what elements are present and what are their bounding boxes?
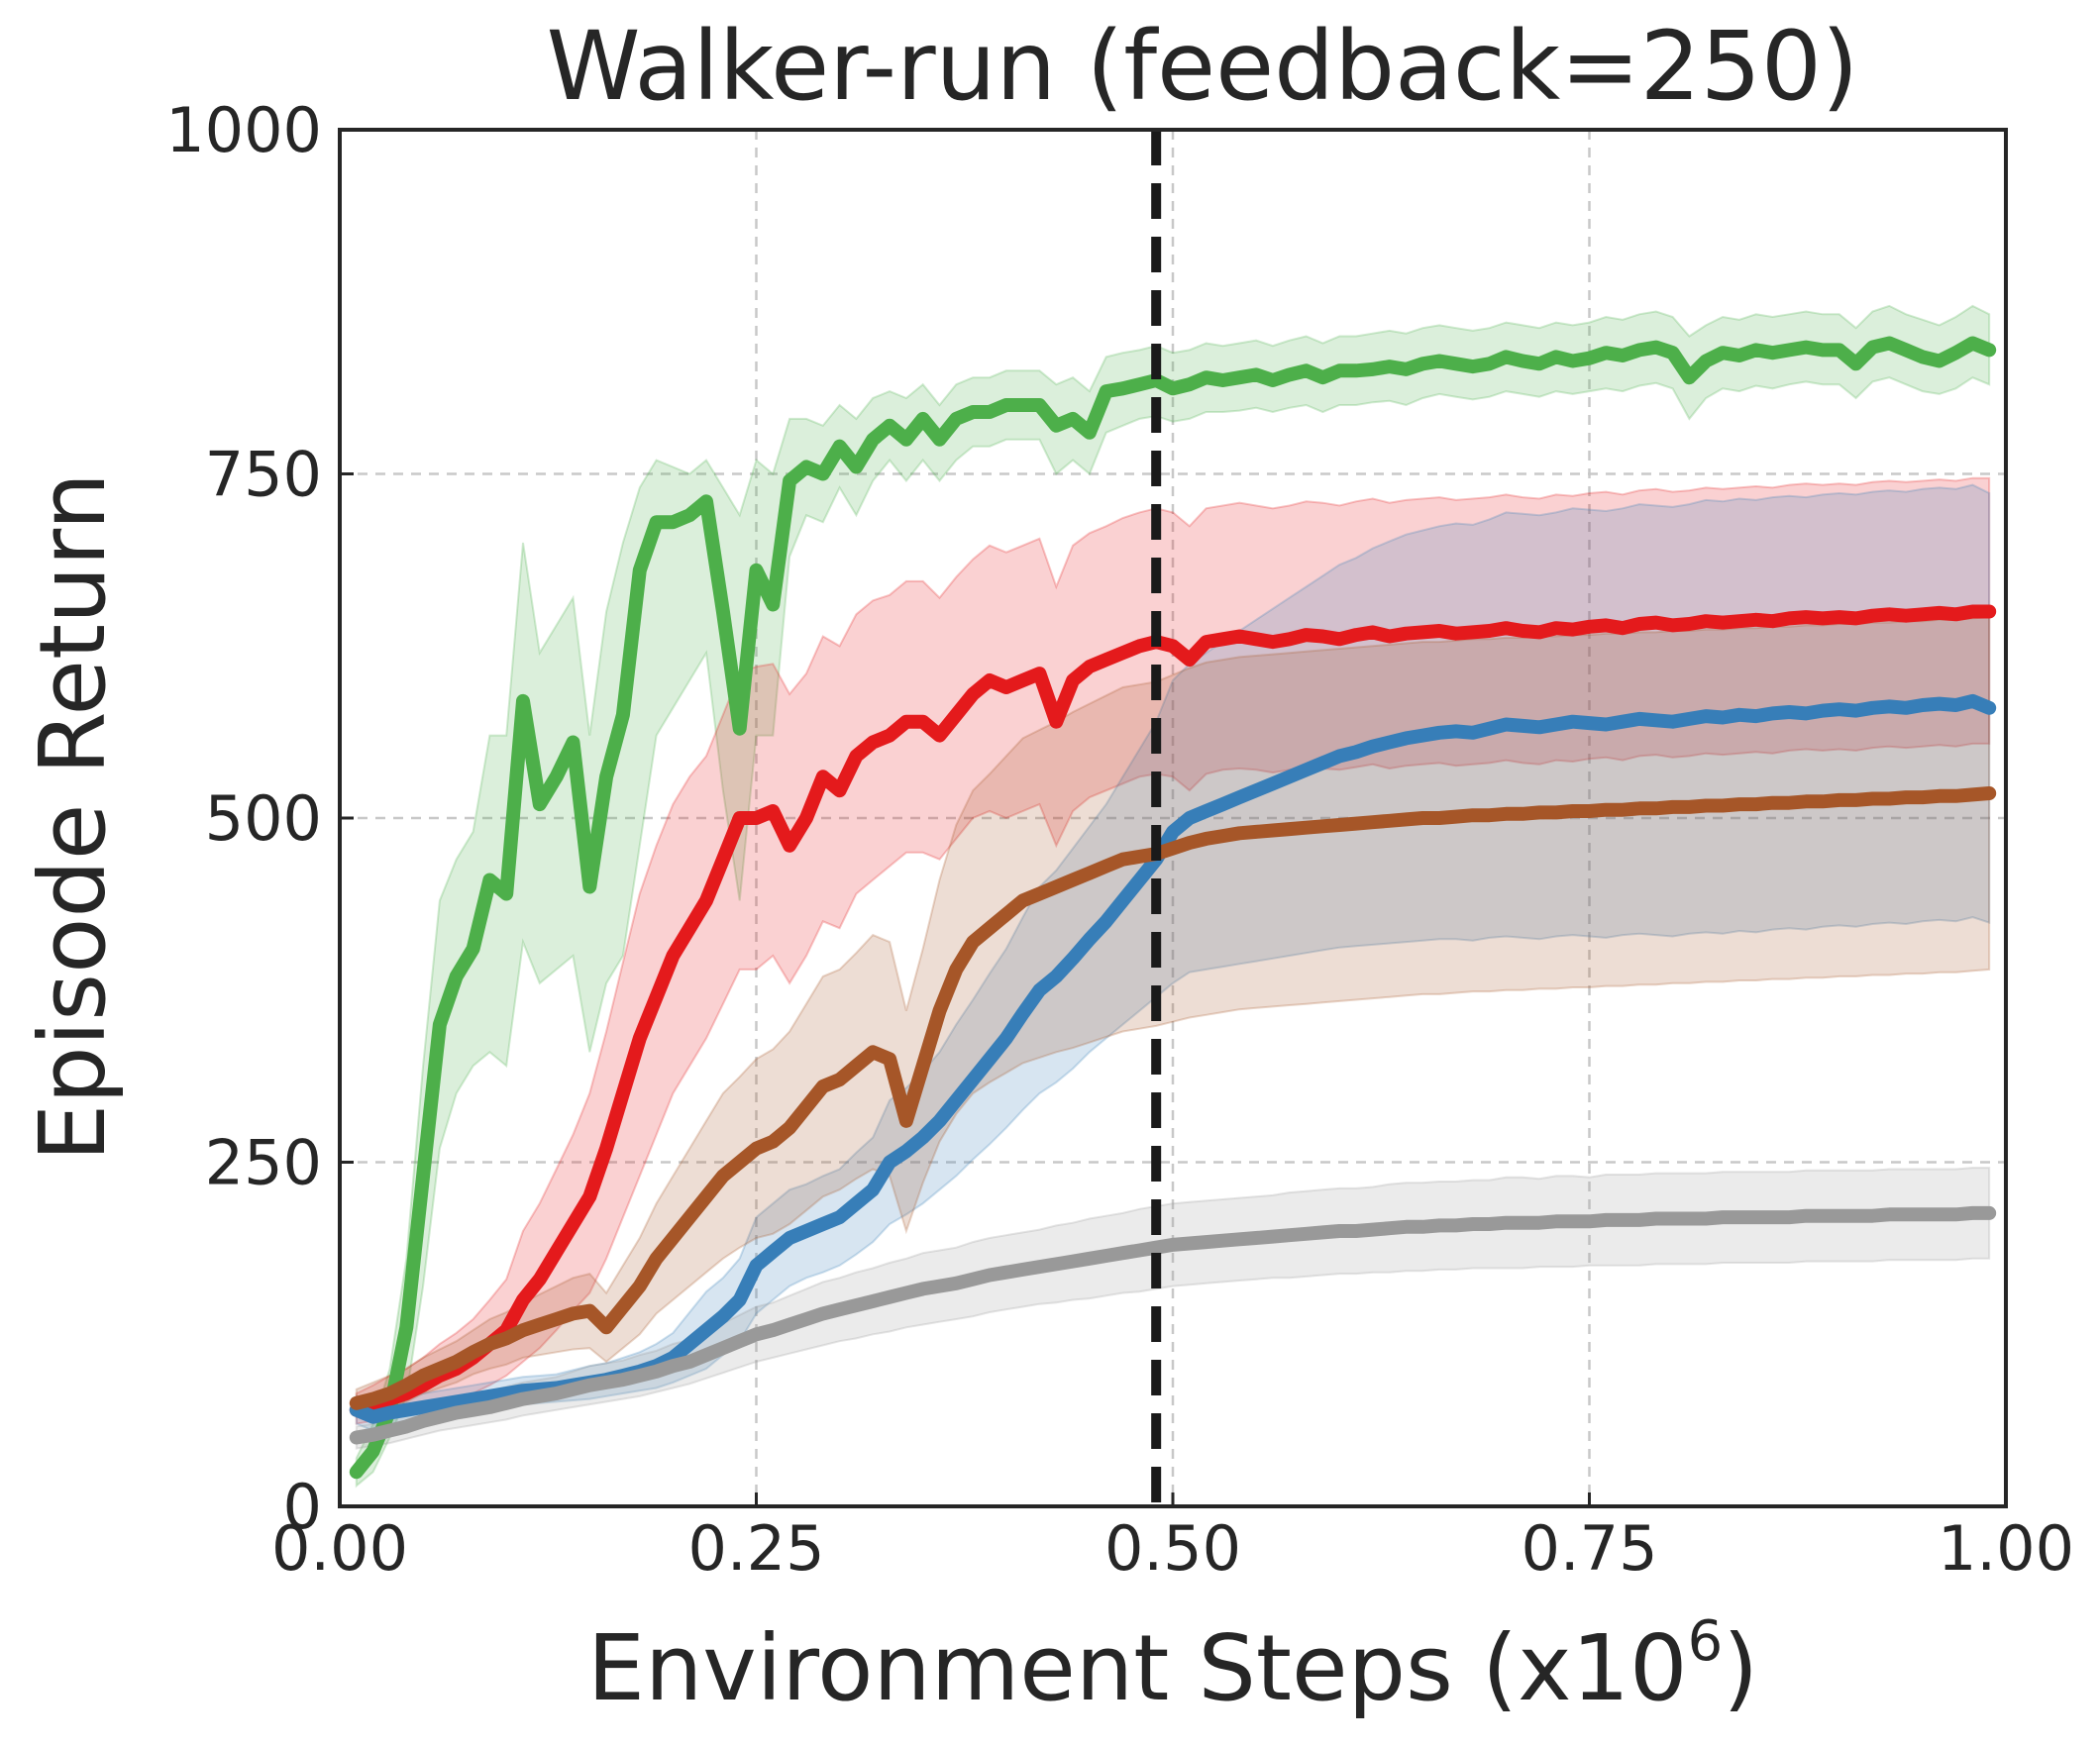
y-axis-ticks: 0 250 500 750 1000 (165, 94, 354, 1543)
series-line-3 (349, 786, 1997, 1410)
chart-title: Walker-run (feedback=250) (547, 11, 1859, 122)
x-axis-label-close: ) (1723, 1615, 1758, 1721)
x-tick-label: 0.25 (687, 1512, 824, 1585)
x-axis-label: Environment Steps (x106) (587, 1609, 1758, 1721)
x-axis-label-exponent: 6 (1688, 1609, 1724, 1674)
y-tick-label: 750 (205, 439, 322, 511)
y-axis-label: Episode Return (20, 472, 126, 1162)
y-tick-label: 0 (283, 1471, 322, 1543)
y-tick-label: 1000 (165, 94, 322, 166)
x-axis-ticks: 0.00 0.25 0.50 0.75 1.00 (271, 1492, 2074, 1585)
confidence-band-4 (355, 1167, 1991, 1450)
x-tick-label: 1.00 (1938, 1512, 2074, 1585)
series-lines (349, 336, 1997, 1480)
series-line-4 (349, 1205, 1997, 1445)
y-tick-label: 250 (205, 1127, 322, 1199)
x-tick-label: 0.75 (1521, 1512, 1657, 1585)
y-tick-label: 500 (205, 782, 322, 855)
x-tick-label: 0.50 (1104, 1512, 1241, 1585)
series-line-1 (349, 604, 1997, 1417)
confidence-band-1 (355, 476, 1991, 1425)
series-line-0 (349, 336, 1997, 1480)
x-axis-label-text: Environment Steps (x10 (587, 1615, 1688, 1721)
x-tick-label: 0.00 (271, 1512, 408, 1585)
